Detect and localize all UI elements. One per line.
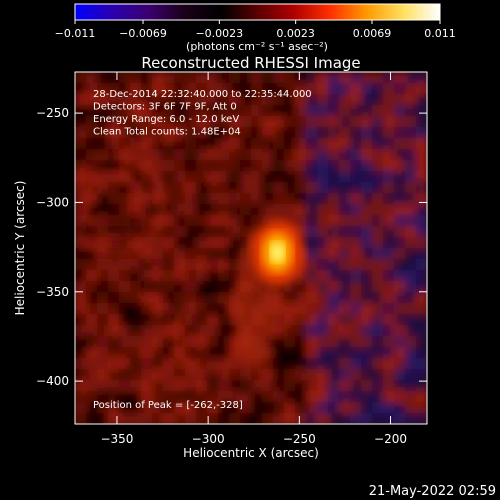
y-tick-label: −400 bbox=[36, 374, 69, 388]
colorbar-ticks: −0.011 −0.0069 −0.0023 0.0023 0.0069 0.011 bbox=[55, 20, 456, 40]
info-line: Energy Range: 6.0 - 12.0 keV bbox=[93, 114, 239, 125]
colorbar bbox=[74, 3, 441, 21]
y-axis-ticks: −250 −300 −350 −400 bbox=[36, 106, 427, 388]
colorbar-tick-label: −0.0069 bbox=[119, 27, 167, 40]
y-tick-label: −250 bbox=[36, 106, 69, 120]
footer-timestamp: 21-May-2022 02:59 bbox=[369, 484, 496, 499]
info-line: Detectors: 3F 6F 7F 9F, Att 0 bbox=[93, 102, 237, 113]
plot-frame bbox=[74, 71, 428, 425]
x-tick-label: −250 bbox=[283, 432, 316, 446]
x-tick-label: −200 bbox=[374, 432, 407, 446]
info-line: 28-Dec-2014 22:32:40.000 to 22:35:44.000 bbox=[93, 89, 312, 100]
y-tick-label: −300 bbox=[36, 195, 69, 209]
x-axis-ticks: −350 −300 −250 −200 bbox=[100, 72, 407, 446]
colorbar-tick-label: 0.0069 bbox=[353, 27, 392, 40]
y-axis-label: Heliocentric Y (arcsec) bbox=[13, 181, 27, 316]
y-tick-label: −350 bbox=[36, 285, 69, 299]
colorbar-tick-label: 0.0023 bbox=[276, 27, 315, 40]
colorbar-tick-label: −0.0023 bbox=[195, 27, 243, 40]
observation-info: 28-Dec-2014 22:32:40.000 to 22:35:44.000… bbox=[93, 89, 312, 138]
x-axis-label: Heliocentric X (arcsec) bbox=[183, 446, 319, 460]
x-tick-label: −300 bbox=[192, 432, 225, 446]
info-line: Clean Total counts: 1.48E+04 bbox=[93, 127, 241, 138]
heatmap-image bbox=[75, 72, 427, 424]
x-tick-label: −350 bbox=[100, 432, 133, 446]
colorbar-tick-label: 0.011 bbox=[424, 27, 456, 40]
chart-title: Reconstructed RHESSI Image bbox=[141, 54, 360, 72]
peak-marker bbox=[270, 242, 285, 263]
colorbar-tick-label: −0.011 bbox=[55, 27, 96, 40]
colorbar-unit-label: (photons cm⁻² s⁻¹ asec⁻²) bbox=[186, 40, 328, 53]
peak-position-label: Position of Peak = [-262,-328] bbox=[93, 400, 243, 411]
